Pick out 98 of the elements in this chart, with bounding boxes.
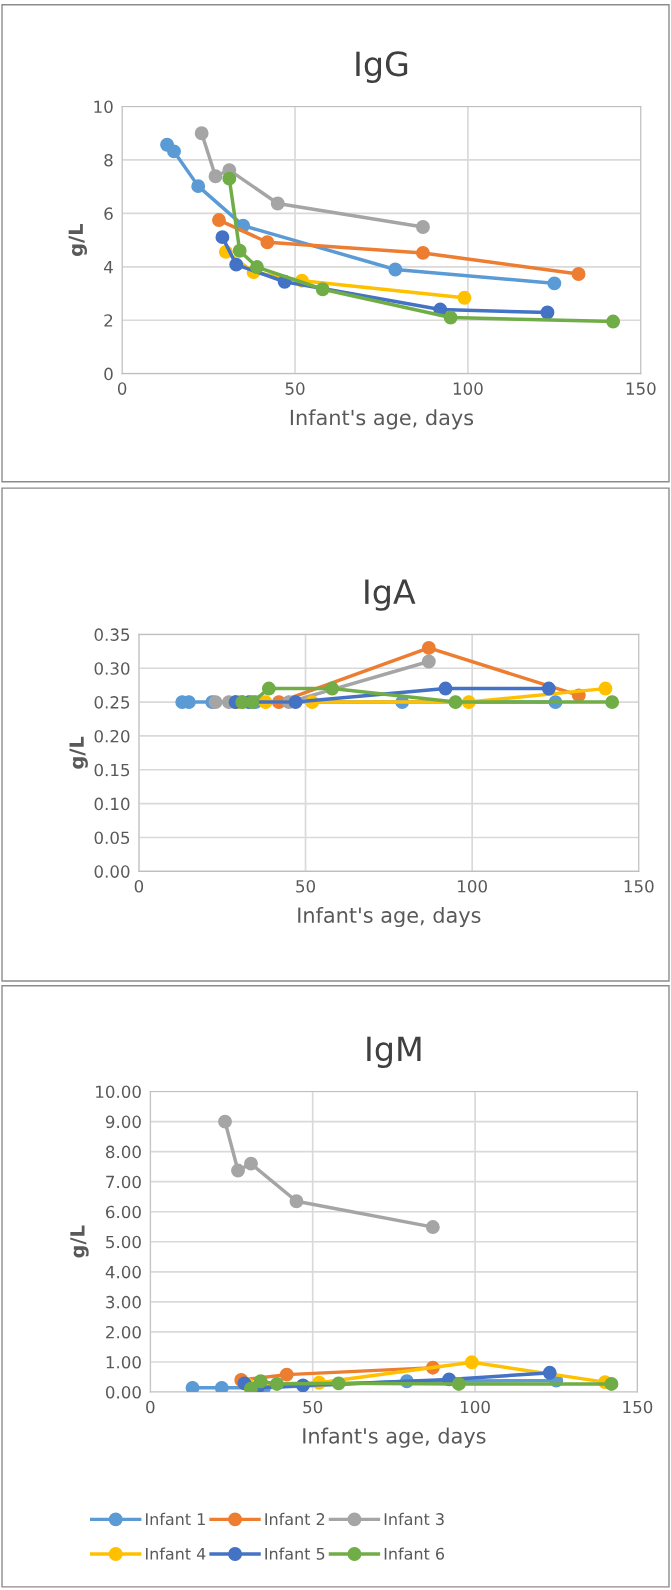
y-tick-label: 1.00 [106, 1355, 141, 1369]
y-tick-label: 10 [94, 100, 113, 114]
point [218, 1114, 232, 1129]
legend-label: Infant 6 [384, 1547, 445, 1560]
legend-label: Infant 3 [384, 1512, 444, 1526]
point [540, 305, 555, 320]
y-tick-label: 0.00 [105, 1386, 141, 1399]
point [244, 1381, 258, 1393]
chart-title: IgA [365, 579, 416, 611]
y-axis-title: g/L [68, 223, 88, 256]
y-tick-label: 0.35 [94, 628, 130, 641]
legend-label: Infant 4 [146, 1547, 206, 1560]
x-axis-title: Infant's age, days [290, 409, 474, 430]
point [167, 144, 181, 159]
point [421, 641, 436, 655]
y-tick-label: 3.00 [106, 1295, 141, 1309]
legend-label: Infant 5 [265, 1547, 325, 1560]
point [438, 681, 453, 696]
y-tick-label: 0.25 [94, 696, 130, 709]
y-tick-label: 0.10 [94, 797, 130, 811]
y-tick-label: 6.00 [106, 1205, 141, 1219]
point [416, 220, 430, 234]
point [194, 126, 209, 141]
x-tick-label: 100 [460, 1400, 490, 1414]
point [214, 1380, 229, 1393]
x-tick-label: 150 [623, 1400, 653, 1414]
x-tick-label: 50 [285, 382, 305, 395]
x-tick-label: 100 [458, 879, 487, 893]
point [604, 1376, 619, 1391]
point [244, 1156, 258, 1171]
point [421, 654, 436, 669]
y-tick-label: 0.30 [94, 662, 130, 675]
point [542, 1365, 557, 1380]
point [457, 290, 472, 305]
y-tick-label: 2 [104, 314, 113, 327]
point [229, 257, 244, 272]
x-axis-title: Infant's age, days [303, 1427, 486, 1448]
point [425, 1220, 440, 1235]
point [208, 169, 223, 184]
y-tick-label: 5.00 [106, 1235, 141, 1249]
chart-title: IgG [356, 51, 408, 83]
y-tick-label: 0 [104, 367, 113, 381]
y-tick-label: 6 [104, 207, 113, 220]
point [185, 1380, 200, 1393]
point [270, 1376, 284, 1391]
point [222, 171, 237, 186]
point [541, 681, 556, 696]
y-tick-label: 0.00 [94, 865, 130, 878]
point [331, 1376, 346, 1391]
y-tick-label: 7.00 [106, 1175, 141, 1189]
y-tick-label: 8.00 [105, 1145, 141, 1159]
point [261, 681, 276, 696]
point [547, 276, 562, 291]
point [448, 695, 463, 710]
point [443, 310, 458, 325]
y-tick-label: 9.00 [105, 1115, 141, 1129]
point [571, 267, 586, 281]
x-axis-title: Infant's age, days [298, 906, 481, 928]
y-tick-label: 2.00 [106, 1325, 141, 1339]
y-tick-label: 0.05 [94, 831, 130, 845]
point [325, 681, 340, 696]
point [250, 260, 264, 275]
point [606, 314, 621, 329]
y-tick-label: 8 [104, 153, 113, 167]
y-tick-label: 4 [104, 260, 113, 274]
x-tick-label: 150 [626, 382, 656, 395]
point [288, 695, 303, 710]
point [289, 1194, 304, 1209]
y-axis-title: g/L [69, 736, 88, 769]
point [253, 1374, 268, 1389]
point [270, 196, 285, 211]
point [191, 179, 206, 194]
point [231, 1163, 245, 1178]
point [279, 1367, 294, 1382]
x-tick-label: 0 [146, 1400, 155, 1414]
point [416, 245, 430, 260]
point [464, 1355, 479, 1370]
point [211, 213, 226, 228]
y-tick-label: 0.15 [94, 763, 130, 777]
point [315, 282, 330, 297]
point [215, 230, 230, 245]
point [260, 235, 275, 250]
y-tick-label: 0.20 [94, 729, 130, 743]
point [388, 262, 403, 277]
x-tick-label: 50 [303, 1400, 323, 1414]
chart-title: IgM [367, 1036, 421, 1068]
point [232, 243, 247, 258]
point [605, 695, 620, 710]
y-tick-label: 4.00 [105, 1265, 141, 1279]
legend-label: Infant 1 [146, 1512, 205, 1526]
x-tick-label: 150 [624, 879, 654, 893]
y-tick-label: 10.00 [96, 1085, 141, 1099]
point [598, 681, 613, 696]
x-tick-label: 50 [296, 879, 316, 893]
y-axis-title: g/L [70, 1225, 89, 1258]
legend-label: Infant 2 [265, 1512, 325, 1526]
x-tick-label: 100 [453, 382, 483, 395]
point [451, 1376, 466, 1391]
